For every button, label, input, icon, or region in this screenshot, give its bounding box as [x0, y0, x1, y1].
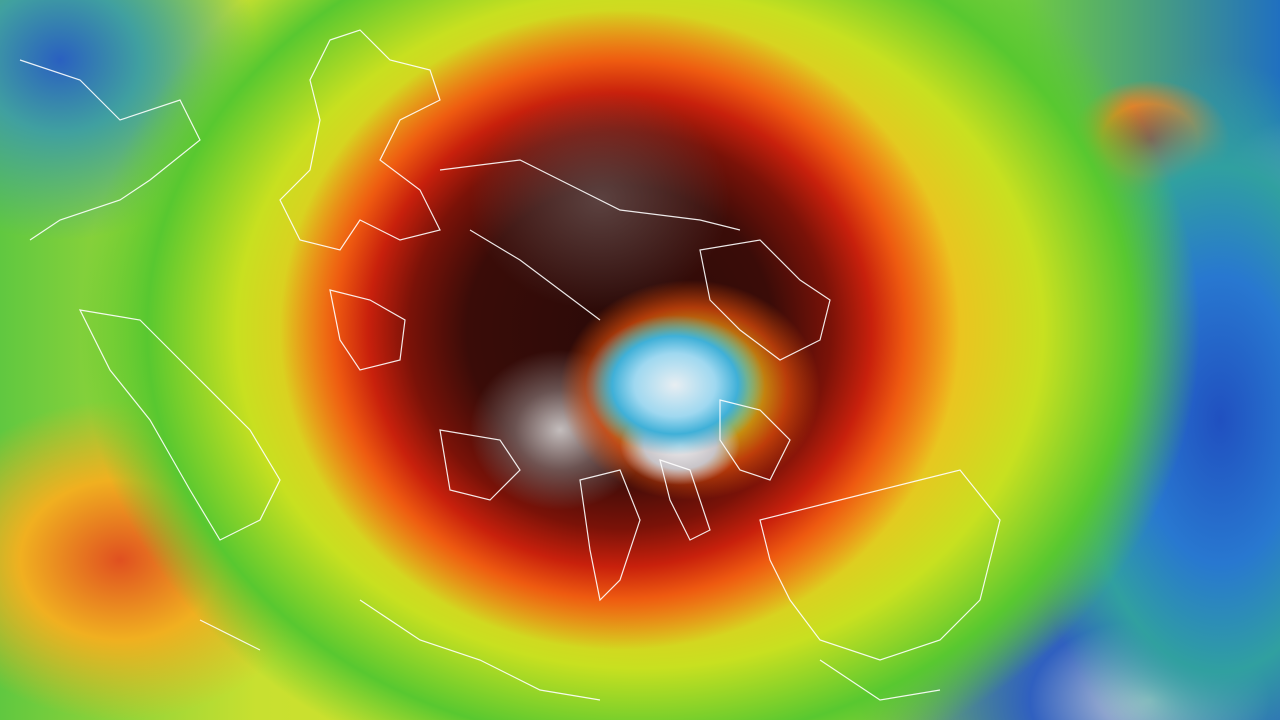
coastline-leyte [719, 399, 791, 481]
coastline-cebu [659, 459, 711, 541]
coastline-vietnam [19, 59, 201, 241]
coastline-panay [439, 429, 521, 501]
coastline-north-islands [439, 159, 741, 321]
coastline-luzon [279, 29, 441, 251]
coastline-palawan [78, 309, 281, 541]
coastline-south [199, 599, 941, 701]
coastline-mindanao [759, 469, 1001, 661]
coastline-negros [579, 469, 641, 602]
coastline-samar [699, 239, 831, 361]
coastline-mindoro [329, 289, 406, 371]
